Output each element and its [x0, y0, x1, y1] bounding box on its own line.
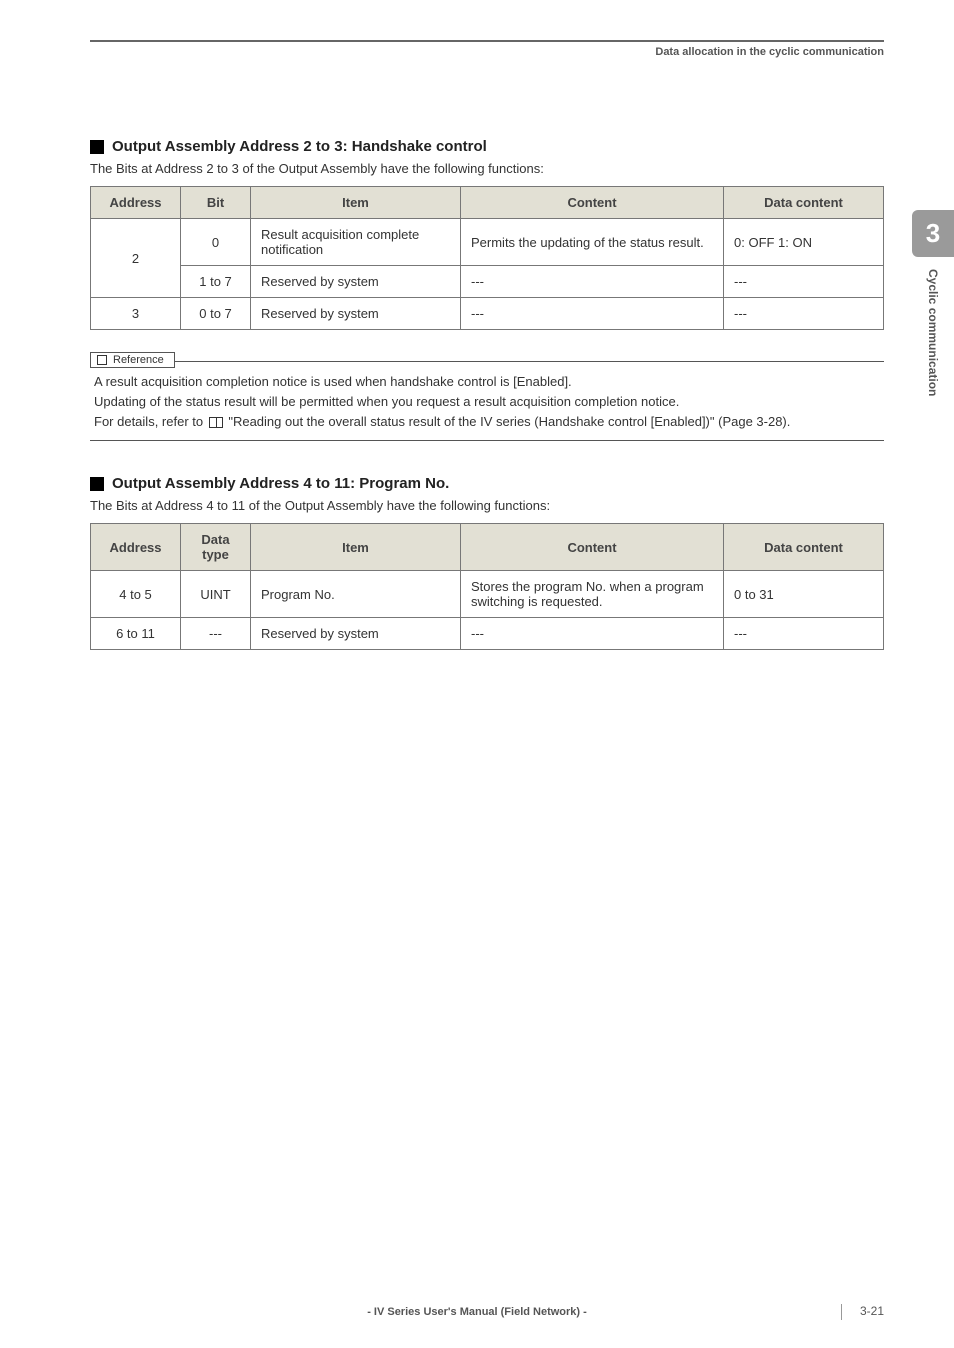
cell-data: 0: OFF 1: ON [724, 219, 884, 266]
cell-address: 3 [91, 298, 181, 330]
table-handshake: Address Bit Item Content Data content 2 … [90, 186, 884, 330]
reference-line3-part1: For details, refer to [94, 414, 207, 429]
footer-center: - IV Series User's Manual (Field Network… [0, 1306, 954, 1318]
reference-body: A result acquisition completion notice i… [90, 372, 884, 441]
th-type: Data type [181, 524, 251, 571]
cell-content: --- [461, 618, 724, 650]
cell-address: 6 to 11 [91, 618, 181, 650]
reference-line2: Updating of the status result will be pe… [94, 392, 884, 412]
reference-label-text: Reference [113, 354, 164, 366]
section-heading-text: Output Assembly Address 4 to 11: Program… [112, 475, 449, 492]
reference-line1: A result acquisition completion notice i… [94, 372, 884, 392]
cell-item: Result acquisition complete notification [251, 219, 461, 266]
table-row: 2 0 Result acquisition complete notifica… [91, 219, 884, 266]
cell-content: --- [461, 266, 724, 298]
footer-divider [841, 1304, 842, 1320]
cell-data: --- [724, 266, 884, 298]
th-item: Item [251, 524, 461, 571]
th-address: Address [91, 187, 181, 219]
cell-bit: 1 to 7 [181, 266, 251, 298]
cell-address: 2 [91, 219, 181, 298]
cell-bit: 0 [181, 219, 251, 266]
section-intro: The Bits at Address 4 to 11 of the Outpu… [90, 498, 884, 513]
cell-bit: 0 to 7 [181, 298, 251, 330]
cell-content: --- [461, 298, 724, 330]
section-heading-handshake: Output Assembly Address 2 to 3: Handshak… [90, 138, 884, 155]
cell-item: Reserved by system [251, 266, 461, 298]
chapter-side-label: Cyclic communication [912, 257, 940, 396]
cell-data: 0 to 31 [724, 571, 884, 618]
reference-line3-part2: "Reading out the overall status result o… [228, 414, 790, 429]
cell-item: Program No. [251, 571, 461, 618]
section-heading-program-no: Output Assembly Address 4 to 11: Program… [90, 475, 884, 492]
table-row: 4 to 5 UINT Program No. Stores the progr… [91, 571, 884, 618]
section-intro: The Bits at Address 2 to 3 of the Output… [90, 161, 884, 176]
th-item: Item [251, 187, 461, 219]
cell-type: --- [181, 618, 251, 650]
th-address: Address [91, 524, 181, 571]
reference-label: Reference [90, 352, 175, 368]
th-bit: Bit [181, 187, 251, 219]
cell-address: 4 to 5 [91, 571, 181, 618]
th-content: Content [461, 524, 724, 571]
section-heading-text: Output Assembly Address 2 to 3: Handshak… [112, 138, 487, 155]
th-data: Data content [724, 187, 884, 219]
reference-line3: For details, refer to "Reading out the o… [94, 412, 884, 432]
reference-box-icon [97, 355, 107, 365]
bullet-square-icon [90, 140, 104, 154]
cell-data: --- [724, 298, 884, 330]
cell-content: Permits the updating of the status resul… [461, 219, 724, 266]
chapter-number-badge: 3 [912, 210, 954, 257]
book-icon [209, 417, 223, 428]
footer-page-number: 3-21 [860, 1304, 884, 1318]
cell-item: Reserved by system [251, 298, 461, 330]
th-content: Content [461, 187, 724, 219]
cell-item: Reserved by system [251, 618, 461, 650]
bullet-square-icon [90, 477, 104, 491]
cell-data: --- [724, 618, 884, 650]
table-row: 3 0 to 7 Reserved by system --- --- [91, 298, 884, 330]
cell-type: UINT [181, 571, 251, 618]
reference-label-wrapper: Reference [90, 350, 884, 368]
header-rule [90, 40, 884, 42]
table-row: 1 to 7 Reserved by system --- --- [91, 266, 884, 298]
table-header-row: Address Bit Item Content Data content [91, 187, 884, 219]
table-program-no: Address Data type Item Content Data cont… [90, 523, 884, 650]
running-header: Data allocation in the cyclic communicat… [90, 46, 884, 58]
chapter-side-tab: 3 Cyclic communication [912, 210, 954, 396]
th-data: Data content [724, 524, 884, 571]
cell-content: Stores the program No. when a program sw… [461, 571, 724, 618]
table-header-row: Address Data type Item Content Data cont… [91, 524, 884, 571]
table-row: 6 to 11 --- Reserved by system --- --- [91, 618, 884, 650]
